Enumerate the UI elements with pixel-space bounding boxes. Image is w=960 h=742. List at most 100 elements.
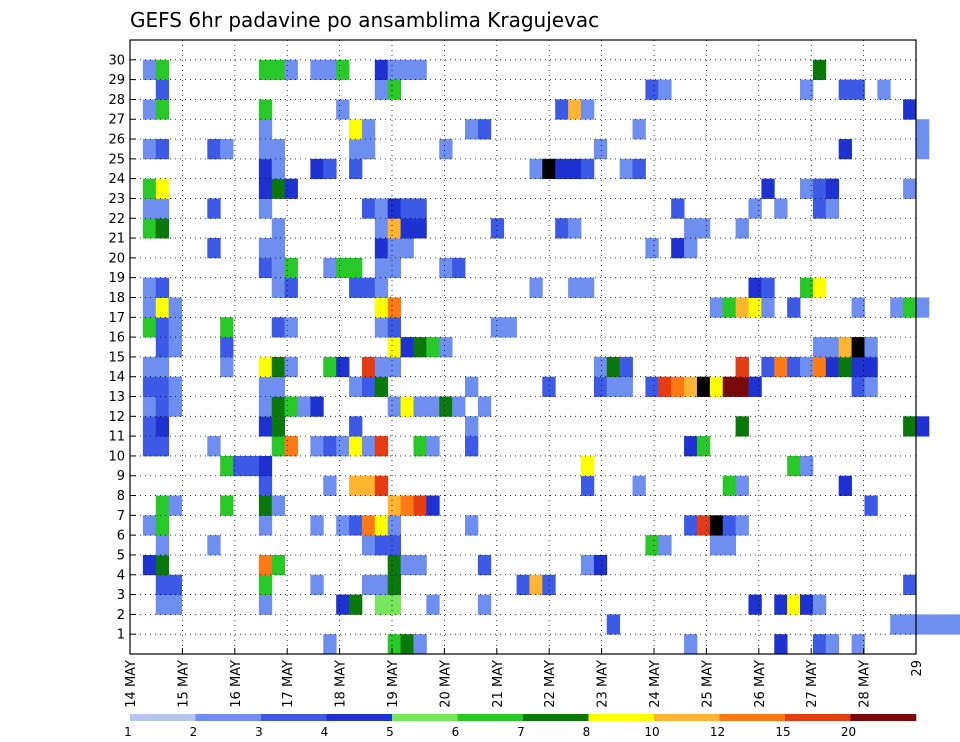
- colorbar-swatch: [719, 714, 786, 721]
- x-tick-label: 27 MAY: [805, 660, 820, 708]
- heatmap-cell: [142, 376, 157, 397]
- heatmap-cell: [374, 297, 389, 318]
- heatmap-cell: [271, 158, 286, 180]
- x-tick-label: 28 MAY: [858, 660, 873, 708]
- heatmap-cell: [387, 396, 401, 417]
- heatmap-cell: [361, 198, 376, 219]
- heatmap-cell: [310, 436, 324, 457]
- heatmap-cell: [258, 139, 273, 160]
- heatmap-cell: [155, 416, 170, 437]
- heatmap-cell: [323, 475, 337, 496]
- heatmap-cell: [516, 574, 530, 595]
- heatmap-cell: [593, 376, 608, 397]
- heatmap-cell: [477, 119, 492, 140]
- heatmap-cell: [568, 218, 582, 239]
- heatmap-cell: [400, 218, 414, 239]
- heatmap-cell: [645, 535, 659, 556]
- heatmap-cell: [916, 119, 930, 140]
- heatmap-cell: [490, 218, 505, 239]
- heatmap-cell: [542, 376, 556, 397]
- heatmap-cell: [439, 396, 453, 417]
- heatmap-cell: [258, 376, 273, 397]
- y-tick-label: 28: [108, 93, 125, 108]
- heatmap-cell: [142, 297, 157, 318]
- heatmap-cell: [323, 158, 337, 180]
- y-tick-label: 15: [108, 350, 125, 365]
- heatmap-cell: [155, 99, 170, 120]
- colorbar-label: 4: [321, 725, 329, 739]
- heatmap-cell: [220, 337, 234, 358]
- heatmap-cell: [258, 99, 273, 120]
- heatmap-cell: [800, 594, 814, 615]
- heatmap-cell: [310, 574, 324, 595]
- y-tick-label: 27: [108, 113, 125, 128]
- heatmap-cell: [258, 198, 273, 219]
- heatmap-cell: [207, 139, 221, 160]
- heatmap-cell: [709, 376, 724, 397]
- heatmap-cell: [233, 455, 247, 477]
- heatmap-cell: [722, 376, 737, 397]
- heatmap-cell: [838, 475, 852, 496]
- heatmap-cell: [696, 218, 711, 239]
- heatmap-cell: [606, 376, 621, 397]
- heatmap-cell: [671, 238, 685, 259]
- heatmap-cell: [465, 119, 479, 140]
- heatmap-cell: [207, 238, 221, 259]
- y-tick-label: 16: [108, 331, 125, 346]
- heatmap-cell: [207, 198, 221, 219]
- heatmap-cell: [387, 535, 401, 556]
- heatmap-cell: [903, 99, 917, 120]
- heatmap-cell: [374, 356, 389, 378]
- y-tick-label: 11: [108, 430, 125, 445]
- heatmap-cell: [387, 495, 401, 516]
- y-tick-label: 18: [108, 291, 125, 306]
- heatmap-cell: [426, 495, 440, 516]
- heatmap-cell: [155, 198, 170, 219]
- heatmap-cell: [684, 436, 698, 457]
- heatmap-cell: [658, 79, 672, 100]
- heatmap-cell: [155, 337, 170, 358]
- colorbar-swatch: [130, 714, 196, 721]
- heatmap-cell: [155, 297, 170, 318]
- heatmap-cell: [258, 416, 273, 437]
- y-tick-label: 3: [117, 588, 125, 603]
- heatmap-cell: [928, 614, 943, 635]
- heatmap-cell: [580, 554, 595, 576]
- heatmap-cell: [400, 198, 414, 219]
- heatmap-cell: [787, 594, 801, 615]
- heatmap-cell: [349, 376, 363, 397]
- heatmap-cell: [413, 634, 427, 655]
- heatmap-cell: [284, 436, 298, 457]
- heatmap-cell: [413, 495, 427, 516]
- heatmap-cell: [155, 396, 170, 417]
- x-tick-label: 14 MAY: [124, 660, 139, 708]
- heatmap-cell: [825, 198, 840, 219]
- y-tick-label: 7: [117, 509, 125, 524]
- heatmap-cell: [323, 59, 337, 81]
- heatmap-cell: [258, 455, 273, 477]
- heatmap-cell: [155, 218, 170, 239]
- heatmap-cell: [271, 495, 286, 516]
- heatmap-cell: [413, 396, 427, 417]
- heatmap-cell: [903, 178, 917, 199]
- heatmap-cell: [374, 257, 389, 279]
- heatmap-cell: [374, 535, 389, 556]
- heatmap-cell: [568, 99, 582, 120]
- heatmap-cell: [168, 297, 182, 318]
- heatmap-cell: [271, 317, 286, 338]
- heatmap-cell: [142, 218, 157, 239]
- heatmap-cell: [761, 297, 775, 318]
- heatmap-cell: [387, 59, 401, 81]
- heatmap-cell: [361, 376, 376, 397]
- heatmap-cell: [619, 376, 633, 397]
- x-axis-ticks: 14 MAY 15 MAY 16 MAY 17 MAY 18 MAY 19 MAY 20 M…: [124, 648, 925, 708]
- heatmap-cell: [555, 218, 569, 239]
- heatmap-cell: [271, 416, 286, 437]
- heatmap-cell: [374, 475, 389, 496]
- colorbar-label: 7: [517, 725, 525, 739]
- heatmap-cell: [439, 337, 453, 358]
- heatmap-cell: [400, 337, 414, 358]
- heatmap-cell: [812, 634, 827, 655]
- heatmap-cell: [735, 515, 749, 536]
- heatmap-cell: [258, 515, 273, 536]
